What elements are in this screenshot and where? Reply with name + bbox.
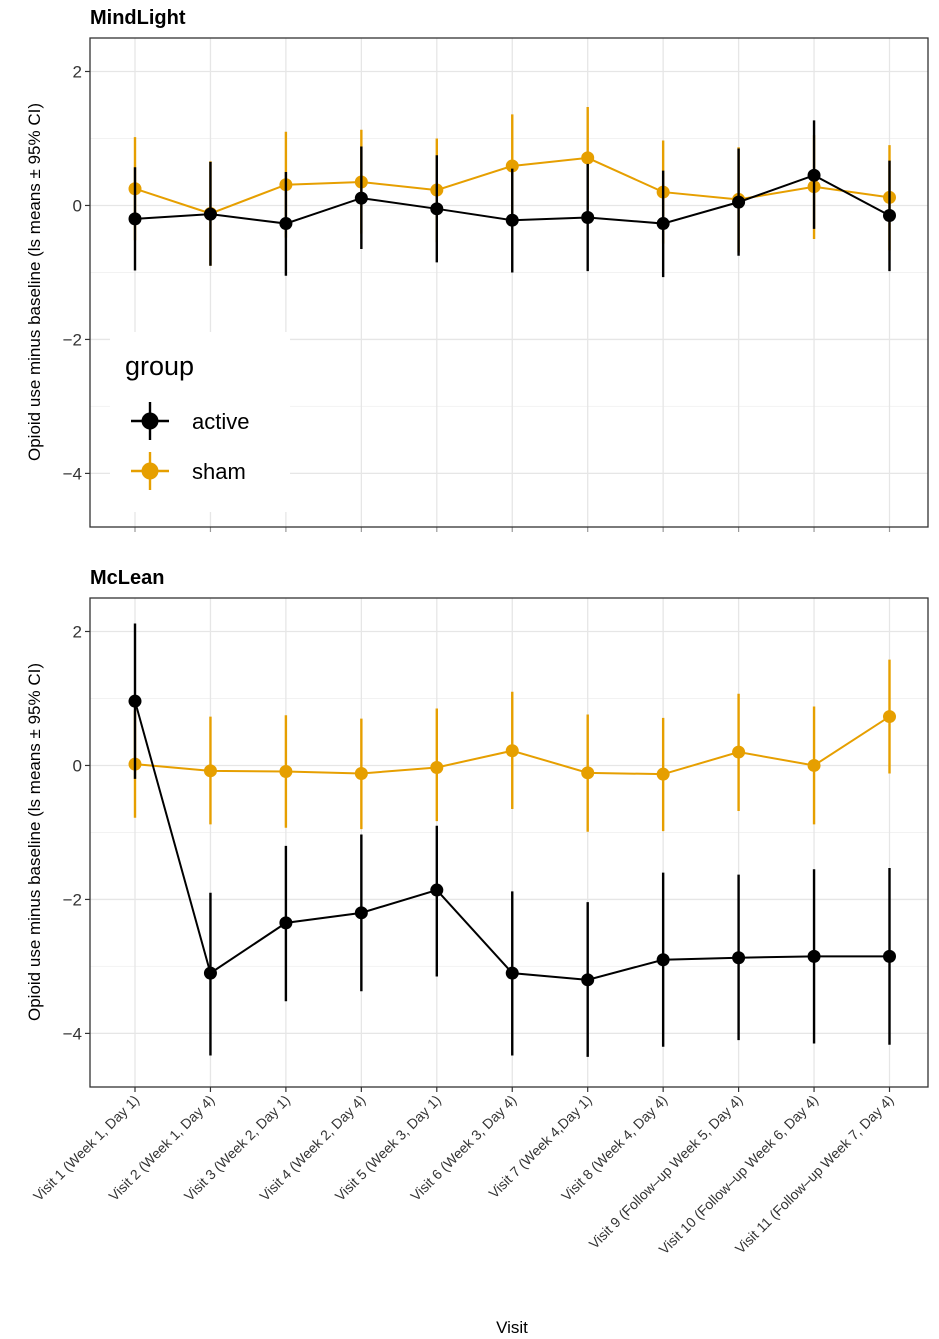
data-point-active (732, 195, 746, 209)
data-point-sham (505, 159, 519, 173)
legend-label-active: active (192, 409, 249, 434)
data-point-sham (581, 151, 595, 165)
data-point-active (807, 168, 821, 182)
y-tick-label: 0 (73, 756, 82, 775)
data-point-sham (279, 764, 293, 778)
y-tick-label: −2 (63, 890, 82, 909)
data-point-active (807, 949, 821, 963)
data-point-active (430, 883, 444, 897)
panel-mindlight: MindLight 2 0 −2 −4 Opioid use minus baseline… (25, 7, 929, 532)
y-axis-title: Opioid use minus baseline (ls means ± 95… (25, 103, 44, 461)
data-point-active (128, 212, 142, 226)
data-point-active (430, 202, 444, 216)
y-tick-label: −2 (63, 330, 82, 349)
data-point-active (581, 211, 595, 225)
x-axis-title: Visit (496, 1318, 528, 1337)
data-point-sham (732, 745, 746, 759)
x-tick-label: Visit 10 (Follow–up Week 6, Day 4) (656, 1092, 822, 1258)
data-point-active (656, 953, 670, 967)
legend-key-point-active (141, 412, 159, 430)
panel-mclean: McLean 2 0 −2 −4 Opioid use minus baseline (l… (25, 567, 929, 1258)
data-point-active (279, 916, 293, 930)
data-point-active (732, 951, 746, 965)
legend-key-point-sham (141, 462, 159, 480)
data-point-active (354, 906, 368, 920)
x-tick-label: Visit 11 (Follow–up Week 7, Day 4) (732, 1092, 897, 1257)
y-tick-label: −4 (63, 1024, 82, 1043)
data-point-sham (883, 710, 896, 724)
y-tick-label: −4 (63, 464, 82, 483)
y-tick-label: 2 (73, 622, 82, 641)
data-point-active (203, 966, 217, 980)
data-point-sham (581, 766, 595, 780)
legend: group active sham (110, 332, 290, 512)
data-point-sham (505, 744, 519, 758)
data-point-active (505, 213, 519, 227)
y-axis-title: Opioid use minus baseline (ls means ± 95… (25, 663, 44, 1021)
legend-label-sham: sham (192, 459, 246, 484)
data-point-active (128, 694, 142, 708)
data-point-sham (354, 767, 368, 781)
data-point-active (883, 949, 896, 963)
panel-title: MindLight (90, 7, 186, 29)
panel-title: McLean (90, 567, 164, 589)
data-point-active (656, 217, 670, 231)
data-point-active (883, 209, 896, 223)
data-point-sham (656, 767, 670, 781)
legend-title: group (125, 351, 194, 381)
data-point-active (505, 966, 519, 980)
data-point-active (203, 207, 217, 221)
x-tick-label: Visit 9 (Follow–up Week 5, Day 4) (586, 1092, 746, 1252)
panel-border (89, 37, 929, 528)
data-point-active (279, 217, 293, 231)
data-point-sham (430, 760, 444, 774)
data-point-active (581, 973, 595, 987)
data-point-sham (203, 764, 217, 778)
data-point-sham (807, 758, 821, 772)
y-tick-label: 0 (73, 196, 82, 215)
data-point-active (354, 191, 368, 205)
y-tick-label: 2 (73, 62, 82, 81)
panel-border (89, 597, 929, 1088)
